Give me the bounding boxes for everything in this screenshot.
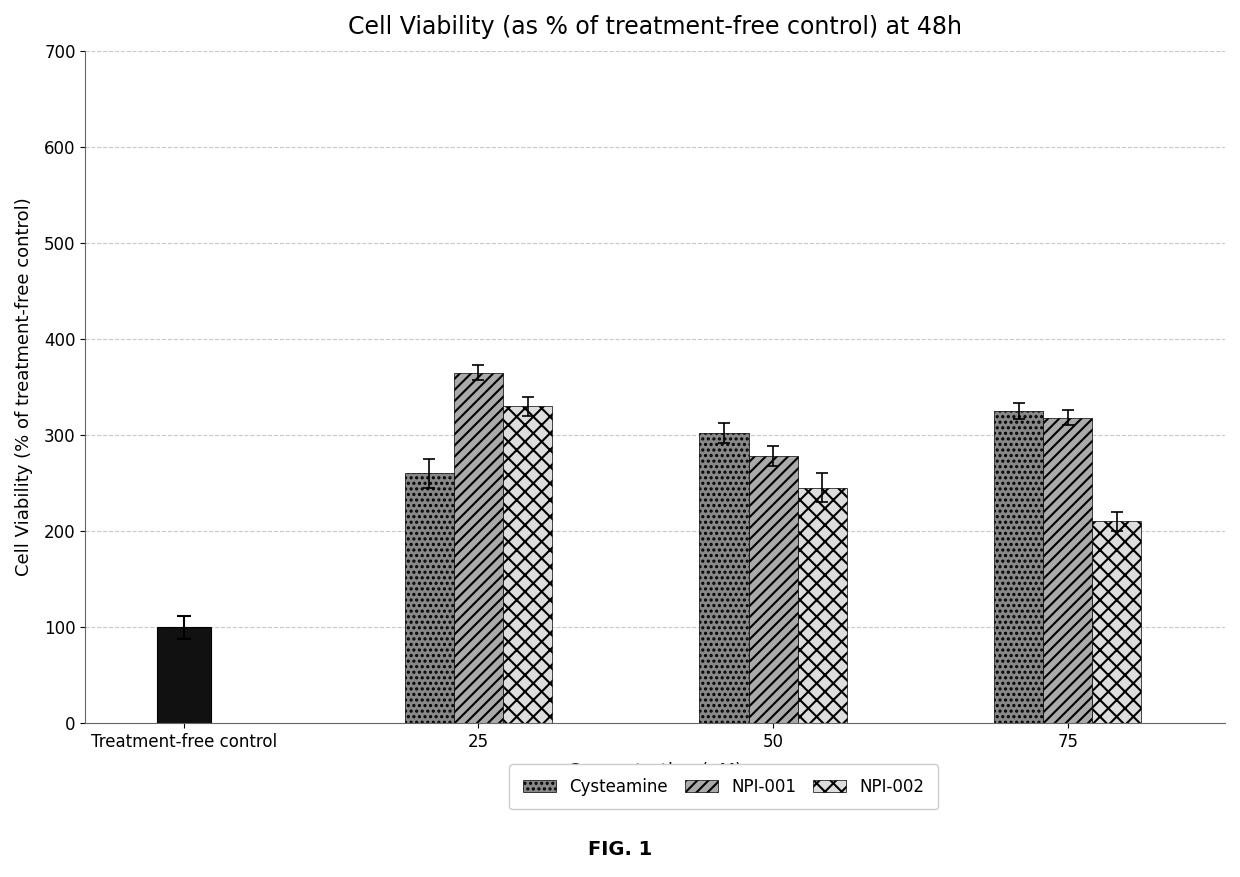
Bar (404, 474, 454, 724)
Bar (994, 411, 1043, 724)
Bar (797, 488, 847, 724)
Legend: Cysteamine, NPI-001, NPI-002: Cysteamine, NPI-001, NPI-002 (510, 765, 937, 809)
Bar (1043, 417, 1092, 724)
Text: FIG. 1: FIG. 1 (588, 840, 652, 859)
Bar (699, 433, 749, 724)
X-axis label: Concentration (μM): Concentration (μM) (568, 762, 743, 780)
Title: Cell Viability (as % of treatment-free control) at 48h: Cell Viability (as % of treatment-free c… (348, 15, 962, 39)
Bar (503, 406, 552, 724)
Bar (749, 456, 797, 724)
Bar (156, 627, 211, 724)
Bar (454, 373, 503, 724)
Y-axis label: Cell Viability (% of treatment-free control): Cell Viability (% of treatment-free cont… (15, 197, 33, 576)
Bar (1092, 522, 1142, 724)
